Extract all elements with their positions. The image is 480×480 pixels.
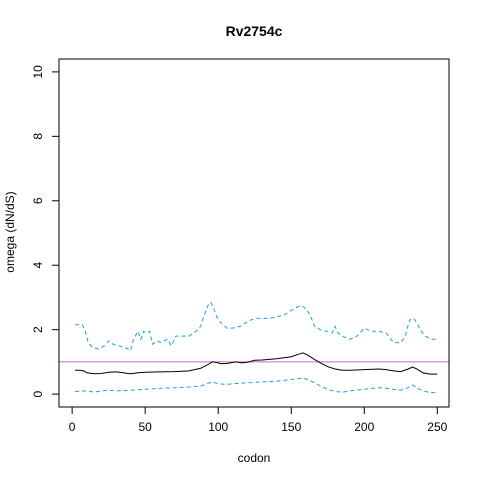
series-line-estimate	[75, 352, 438, 375]
x-tick-label: 200	[354, 420, 374, 434]
plot-frame	[58, 58, 450, 408]
series-line-lower	[75, 377, 438, 394]
x-tick-label: 100	[208, 420, 228, 434]
x-tick-label: 150	[281, 420, 301, 434]
chart-title: Rv2754c	[226, 23, 283, 39]
y-tick-label: 6	[31, 197, 45, 204]
plot-area: 0 50 100 150 200 250 0 2 4 6 8 10	[31, 58, 450, 434]
y-tick-label: 8	[31, 133, 45, 140]
y-axis-label: omega (dN/dS)	[3, 191, 17, 272]
y-tick-label: 2	[31, 326, 45, 333]
x-axis-label: codon	[238, 451, 271, 465]
x-tick-label: 50	[139, 420, 153, 434]
x-tick-label: 0	[69, 420, 76, 434]
y-tick-label: 10	[31, 65, 45, 79]
x-tick-label: 250	[427, 420, 447, 434]
series-line-upper	[75, 301, 438, 352]
y-tick-label: 0	[31, 390, 45, 397]
y-tick-label: 4	[31, 262, 45, 269]
